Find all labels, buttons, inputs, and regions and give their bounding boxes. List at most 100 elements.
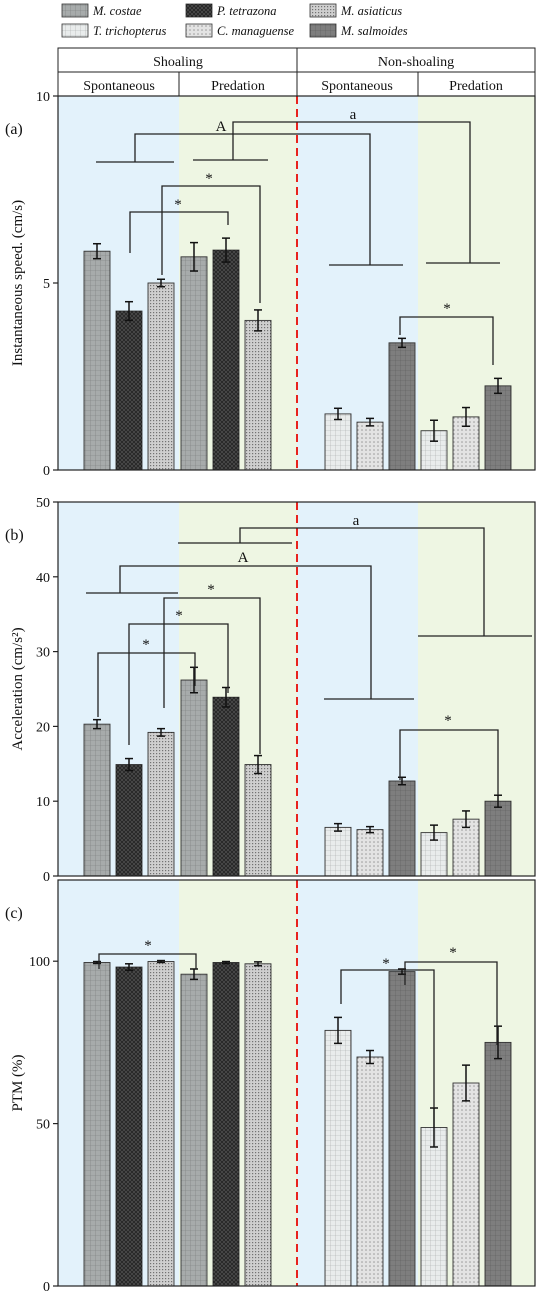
- significance-label: a: [353, 513, 360, 529]
- bar-pattern: [213, 697, 239, 876]
- bar-pattern: [116, 967, 142, 1286]
- error-bar: [157, 278, 165, 288]
- bar-pattern: [148, 961, 174, 1286]
- bar-pattern: [213, 962, 239, 1286]
- y-tick-label: 30: [36, 646, 50, 661]
- bar-pattern: [453, 819, 479, 876]
- legend-label: M. costae: [92, 4, 142, 18]
- condition-label-shoaling-spontaneous: Spontaneous: [83, 79, 155, 94]
- significance-label: *: [144, 938, 152, 954]
- significance-label: *: [175, 608, 183, 624]
- legend-entry: M. costae: [61, 3, 142, 18]
- legend: M. costae P. tetrazona M. asiaticus T. tric…: [61, 3, 408, 38]
- y-tick-label: 100: [29, 955, 50, 970]
- background-non-shoaling-predation: [418, 96, 535, 470]
- y-tick-label: 0: [43, 1280, 50, 1295]
- bar-pattern: [148, 732, 174, 876]
- significance-label: *: [142, 637, 150, 653]
- error-bar: [494, 1025, 502, 1060]
- bar-pattern: [485, 1042, 511, 1286]
- legend-label: M. asiaticus: [340, 4, 402, 18]
- y-tick-label: 10: [36, 90, 50, 105]
- plot-frame: [57, 501, 536, 877]
- error-bar: [93, 242, 101, 260]
- panel-label: (c): [5, 905, 23, 922]
- bar-pattern: [325, 827, 351, 876]
- error-bar: [398, 337, 406, 349]
- y-axis-label: PTM (%): [10, 1054, 26, 1111]
- background-non-shoaling-predation: [418, 502, 535, 876]
- bar-pattern: [485, 385, 511, 470]
- significance-label: A: [216, 119, 227, 135]
- panel: 0 5 10 (a) Instantaneous speed. (cm/s): [5, 90, 536, 479]
- error-bar: [125, 300, 133, 322]
- error-bar: [494, 377, 502, 395]
- legend-entry: P. tetrazona: [185, 3, 277, 18]
- significance-label: *: [205, 171, 213, 187]
- bar-pattern: [389, 342, 415, 470]
- significance-label: *: [382, 956, 390, 972]
- bar-pattern: [116, 311, 142, 470]
- y-tick-label: 0: [43, 464, 50, 479]
- error-bar: [254, 961, 262, 967]
- significance-c: [98, 953, 498, 1108]
- bar-pattern: [357, 1057, 383, 1286]
- condition-label-shoaling-predation: Predation: [211, 79, 265, 94]
- error-bar: [430, 824, 438, 841]
- bar-pattern: [84, 962, 110, 1286]
- y-axis-label: Acceleration (cm/s²): [10, 627, 26, 750]
- error-bar: [430, 419, 438, 442]
- bar-pattern: [181, 256, 207, 470]
- bar-pattern: [84, 724, 110, 876]
- legend-label: P. tetrazona: [216, 4, 277, 18]
- y-tick-label: 10: [36, 795, 50, 810]
- error-bar: [190, 666, 198, 694]
- bar-pattern: [389, 781, 415, 876]
- bar-pattern: [357, 422, 383, 470]
- legend-entry: T. trichopterus: [61, 23, 167, 38]
- bar-pattern: [245, 320, 271, 470]
- legend-entry: C. managuense: [185, 23, 295, 38]
- significance-label: a: [350, 107, 357, 123]
- significance-label: *: [174, 197, 182, 213]
- bar-pattern: [116, 764, 142, 876]
- panel-label: (b): [5, 527, 24, 544]
- y-tick-label: 50: [36, 1118, 50, 1133]
- significance-a: [96, 121, 500, 365]
- significance-label: *: [444, 713, 452, 729]
- error-bar: [334, 407, 342, 421]
- bar-pattern: [325, 413, 351, 470]
- bar-pattern: [245, 764, 271, 876]
- bar-pattern: [181, 680, 207, 876]
- bar-pattern: [245, 963, 271, 1286]
- legend-entry: M. asiaticus: [309, 3, 402, 18]
- error-bar: [398, 776, 406, 786]
- error-bar: [462, 810, 470, 829]
- bar-pattern: [181, 974, 207, 1286]
- error-bar: [430, 1107, 438, 1148]
- error-bar: [366, 417, 374, 427]
- error-bar: [366, 1049, 374, 1065]
- significance-label: *: [449, 945, 457, 961]
- error-bar: [462, 1064, 470, 1102]
- error-bar: [494, 794, 502, 808]
- y-tick-label: 50: [36, 496, 50, 511]
- error-bar: [190, 241, 198, 272]
- panel-label: (a): [5, 121, 23, 138]
- legend-entry: M. salmoides: [309, 23, 408, 38]
- error-bar: [366, 825, 374, 834]
- error-bar: [222, 960, 230, 965]
- plot-frame: [57, 879, 536, 1287]
- error-bar: [334, 1016, 342, 1045]
- legend-label: C. managuense: [217, 24, 295, 38]
- panel: 0 10 20 30 40 50 (b) Acceleration (cm/s²): [5, 496, 536, 885]
- error-bar: [222, 237, 230, 263]
- bar-pattern: [485, 801, 511, 876]
- bar-pattern: [325, 1030, 351, 1286]
- y-axis-label: Instantaneous speed. (cm/s): [10, 200, 26, 366]
- condition-header: Shoaling Non-shoaling Spontaneous Predat…: [57, 47, 536, 97]
- error-bar: [462, 406, 470, 427]
- condition-label-non-shoaling-spontaneous: Spontaneous: [321, 79, 393, 94]
- error-bar: [93, 718, 101, 730]
